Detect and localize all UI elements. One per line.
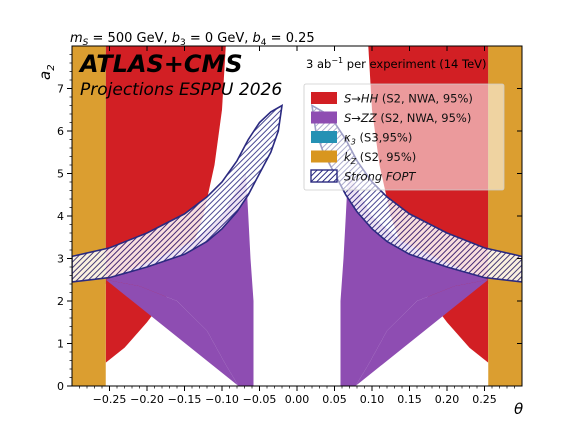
x-tick-label: −0.20 bbox=[130, 393, 164, 406]
y-tick-label: 5 bbox=[57, 168, 64, 181]
legend-label-hh: S→HH (S2, NWA, 95%) bbox=[344, 92, 473, 106]
projection-label: Projections ESPPU 2026 bbox=[80, 80, 282, 100]
x-tick-label: −0.25 bbox=[93, 393, 127, 406]
legend-swatch-k3 bbox=[311, 131, 337, 143]
x-axis-label: θ bbox=[514, 400, 523, 418]
szz-region-left-outer bbox=[105, 279, 239, 386]
x-tick-label: 0.20 bbox=[435, 393, 460, 406]
legend-swatch-zz bbox=[311, 111, 337, 124]
chart-title: mS = 500 GeV, b3 = 0 GeV, b4 = 0.25 bbox=[70, 31, 315, 48]
y-tick-label: 3 bbox=[57, 253, 64, 266]
legend-label-kz: kZ (S2, 95%) bbox=[344, 150, 416, 166]
y-tick-label: 1 bbox=[57, 338, 64, 351]
legend: S→HH (S2, NWA, 95%) S→ZZ (S2, NWA, 95%) κ3… bbox=[303, 83, 505, 191]
szz-region-right-outer bbox=[355, 279, 489, 386]
y-tick-label: 6 bbox=[57, 125, 64, 138]
legend-swatch-kz bbox=[311, 150, 337, 163]
legend-label-zz: S→ZZ (S2, NWA, 95%) bbox=[344, 111, 471, 125]
x-tick-label: 0.25 bbox=[472, 393, 497, 406]
y-tick-label: 0 bbox=[57, 380, 64, 393]
x-tick-label: −0.15 bbox=[168, 393, 202, 406]
fopt-band-left bbox=[72, 103, 284, 283]
x-tick-label: 0.15 bbox=[397, 393, 422, 406]
legend-box bbox=[303, 83, 505, 191]
y-axis-label: a2 bbox=[36, 64, 57, 80]
kz-region-left bbox=[72, 46, 106, 386]
experiment-label: ATLAS+CMS bbox=[78, 50, 243, 78]
y-axis: 0 1 2 3 4 5 6 7 bbox=[57, 54, 522, 393]
x-tick-label: 0.10 bbox=[360, 393, 385, 406]
x-axis: −0.25 −0.20 −0.15 −0.10 −0.05 0.00 0.05 0.10 0.1… bbox=[79, 46, 515, 406]
x-tick-label: −0.05 bbox=[243, 393, 277, 406]
legend-label-fopt: Strong FOPT bbox=[344, 170, 416, 184]
x-tick-label: −0.10 bbox=[205, 393, 239, 406]
legend-swatch-fopt bbox=[310, 169, 338, 183]
lumi-label: 3 ab−1 per experiment (14 TeV) bbox=[306, 56, 487, 71]
x-tick-label: 0.00 bbox=[285, 393, 310, 406]
y-tick-label: 4 bbox=[57, 210, 64, 223]
x-tick-label: 0.05 bbox=[322, 393, 347, 406]
legend-swatch-hh bbox=[311, 92, 337, 104]
y-tick-label: 2 bbox=[57, 295, 64, 308]
y-tick-label: 7 bbox=[57, 83, 64, 96]
legend-label-k3: κ3 (S3,95%) bbox=[344, 131, 412, 147]
